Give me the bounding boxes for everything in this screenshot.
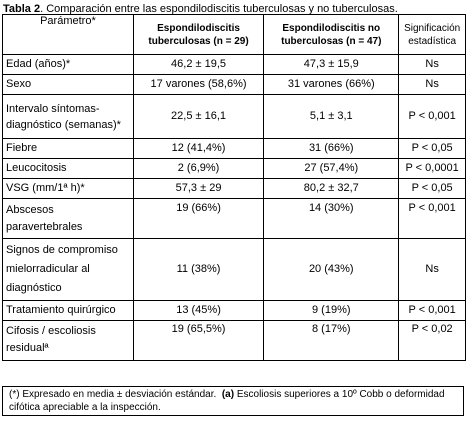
table-row: VSG (mm/1ª h)* 57,3 ± 29 80,2 ± 32,7 P <… bbox=[2, 178, 466, 199]
cell-param: Leucocitosis bbox=[2, 158, 134, 179]
cell-param: Abscesos paravertebrales bbox=[2, 198, 134, 239]
cell-param: Sexo bbox=[2, 74, 134, 95]
cell-notb: 8 (17%) bbox=[263, 320, 400, 361]
cell-tb: 19 (65,5%) bbox=[132, 320, 265, 361]
cell-param: Intervalo síntomas-diagnóstico (semanas)… bbox=[2, 94, 134, 139]
footnote-a-text: Escoliosis superiores a 10º Cobb o defor… bbox=[9, 389, 445, 413]
cell-notb: 9 (19%) bbox=[263, 300, 400, 321]
cell-tb: 13 (45%) bbox=[132, 300, 265, 321]
cell-tb: 12 (41,4%) bbox=[132, 138, 265, 159]
comparison-table: Parámetro* Espondilodiscitis tuberculosas… bbox=[2, 14, 466, 361]
cell-notb: 5,1 ± 3,1 bbox=[263, 94, 400, 139]
header-notb: Espondilodiscitis no tuberculosas (n = 47… bbox=[263, 14, 400, 55]
header-sig-line2: estadística bbox=[408, 35, 457, 47]
table-row: Tratamiento quirúrgico 13 (45%) 9 (19%) … bbox=[2, 300, 466, 321]
table-row: Signos de compromiso mielorradicular al … bbox=[2, 238, 466, 301]
cell-sig: P < 0,001 bbox=[398, 94, 466, 139]
header-tb-line2: tuberculosas (n = 29) bbox=[148, 35, 249, 47]
cell-notb: 31 (66%) bbox=[263, 138, 400, 159]
table-row: Cifosis / escoliosis residualª 19 (65,5%… bbox=[2, 320, 466, 361]
cell-tb: 2 (6,9%) bbox=[132, 158, 265, 179]
caption-label: Tabla 2 bbox=[3, 3, 41, 15]
header-notb-line2: tuberculosas (n = 47) bbox=[281, 35, 382, 47]
table-header-row: Parámetro* Espondilodiscitis tuberculosas… bbox=[2, 14, 466, 55]
table-row: Abscesos paravertebrales 19 (66%) 14 (30… bbox=[2, 198, 466, 239]
caption-text: . Comparación entre las espondilodisciti… bbox=[40, 3, 398, 15]
cell-tb: 11 (38%) bbox=[132, 238, 265, 301]
cell-notb: 47,3 ± 15,9 bbox=[263, 54, 400, 75]
cell-sig: P < 0,0001 bbox=[398, 158, 466, 179]
cell-sig: P < 0,001 bbox=[398, 300, 466, 321]
cell-notb: 20 (43%) bbox=[263, 238, 400, 301]
table-row: Fiebre 12 (41,4%) 31 (66%) P < 0,05 bbox=[2, 138, 466, 159]
header-notb-line1: Espondilodiscitis no bbox=[282, 22, 381, 34]
cell-sig: Ns bbox=[398, 238, 466, 301]
cell-tb: 22,5 ± 16,1 bbox=[132, 94, 265, 139]
cell-sig: Ns bbox=[398, 54, 466, 75]
cell-param: Edad (años)* bbox=[2, 54, 134, 75]
table-footnote: (*) Expresado en media ± desviación está… bbox=[2, 386, 464, 416]
cell-param: Cifosis / escoliosis residualª bbox=[2, 320, 134, 361]
cell-sig: Ns bbox=[398, 74, 466, 95]
cell-tb: 19 (66%) bbox=[132, 198, 265, 239]
cell-param: Tratamiento quirúrgico bbox=[2, 300, 134, 321]
header-param: Parámetro* bbox=[2, 14, 134, 55]
cell-tb: 46,2 ± 19,5 bbox=[132, 54, 265, 75]
cell-notb: 31 varones (66%) bbox=[263, 74, 400, 95]
cell-sig: P < 0,02 bbox=[398, 320, 466, 361]
header-sig: Significación estadística bbox=[398, 14, 466, 55]
cell-param: Fiebre bbox=[2, 138, 134, 159]
cell-tb: 57,3 ± 29 bbox=[132, 178, 265, 199]
table-caption: Tabla 2. Comparación entre las espondilo… bbox=[3, 2, 398, 16]
table-row: Sexo 17 varones (58,6%) 31 varones (66%)… bbox=[2, 74, 466, 95]
cell-notb: 14 (30%) bbox=[263, 198, 400, 239]
cell-param: VSG (mm/1ª h)* bbox=[2, 178, 134, 199]
header-sig-line1: Significación bbox=[404, 22, 461, 34]
table-row: Edad (años)* 46,2 ± 19,5 47,3 ± 15,9 Ns bbox=[2, 54, 466, 75]
cell-notb: 27 (57,4%) bbox=[263, 158, 400, 179]
cell-sig: P < 0,05 bbox=[398, 178, 466, 199]
cell-notb: 80,2 ± 32,7 bbox=[263, 178, 400, 199]
header-tb-line1: Espondilodiscitis bbox=[157, 22, 240, 34]
cell-sig: P < 0,001 bbox=[398, 198, 466, 239]
table-row: Leucocitosis 2 (6,9%) 27 (57,4%) P < 0,0… bbox=[2, 158, 466, 179]
footnote-star: (*) Expresado en media ± desviación está… bbox=[9, 389, 217, 400]
cell-tb: 17 varones (58,6%) bbox=[132, 74, 265, 95]
header-tb: Espondilodiscitis tuberculosas (n = 29) bbox=[132, 14, 265, 55]
footnote-a-label: (a) bbox=[221, 389, 235, 400]
table-row: Intervalo síntomas-diagnóstico (semanas)… bbox=[2, 94, 466, 139]
cell-param: Signos de compromiso mielorradicular al … bbox=[2, 238, 134, 301]
cell-sig: P < 0,05 bbox=[398, 138, 466, 159]
